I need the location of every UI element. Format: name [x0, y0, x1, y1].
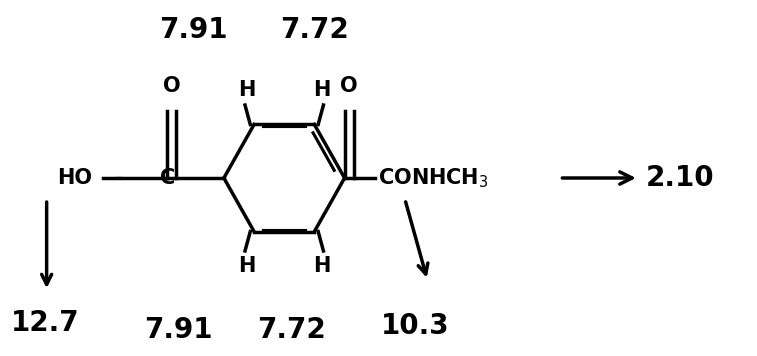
Text: 7.72: 7.72: [257, 316, 326, 344]
Text: CONHCH$_3$: CONHCH$_3$: [378, 166, 488, 190]
Text: O: O: [163, 76, 181, 96]
Text: 7.91: 7.91: [160, 16, 228, 43]
Text: H: H: [313, 80, 331, 100]
Text: HO: HO: [57, 168, 92, 188]
Text: H: H: [313, 256, 331, 276]
Text: C: C: [160, 168, 175, 188]
Text: -: -: [114, 166, 123, 190]
Text: H: H: [238, 256, 255, 276]
Text: 10.3: 10.3: [380, 312, 449, 340]
Text: 7.91: 7.91: [145, 316, 213, 344]
Text: 2.10: 2.10: [646, 164, 715, 192]
Text: H: H: [238, 80, 255, 100]
Text: 12.7: 12.7: [11, 309, 79, 337]
Text: O: O: [341, 76, 358, 96]
Text: 7.72: 7.72: [280, 16, 349, 43]
